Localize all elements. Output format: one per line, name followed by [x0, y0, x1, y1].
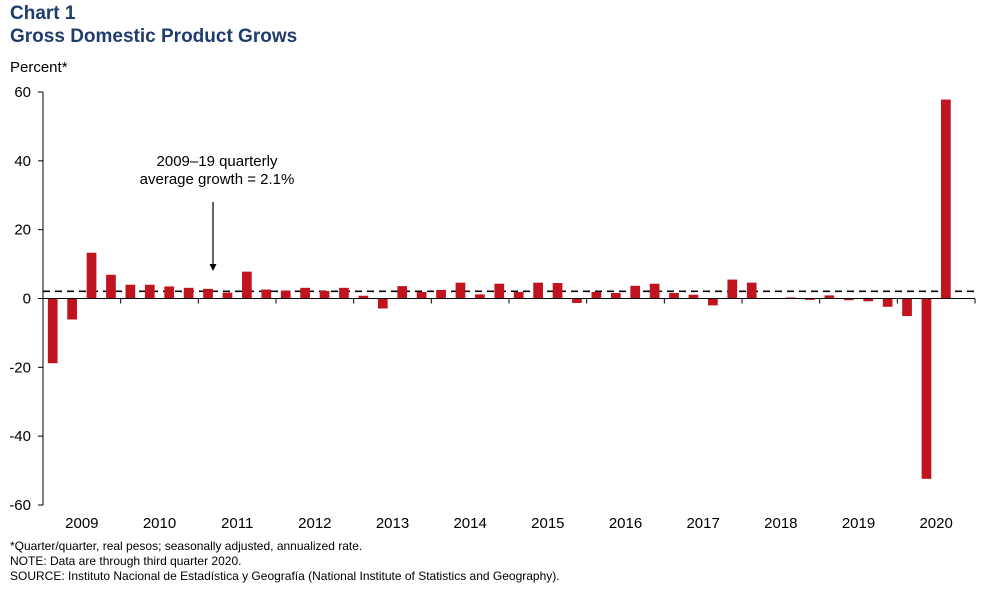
- bar: [261, 289, 272, 299]
- x-tick-label: 2009: [65, 515, 98, 532]
- chart-title-block: Chart 1 Gross Domestic Product Grows: [10, 2, 297, 48]
- footnotes: *Quarter/quarter, real pesos; seasonally…: [10, 539, 560, 584]
- bar: [552, 283, 563, 299]
- y-axis-label: Percent*: [10, 59, 68, 76]
- bar: [164, 286, 175, 299]
- bar: [727, 279, 738, 299]
- bar: [47, 298, 58, 364]
- y-tick-label: -60: [9, 497, 31, 514]
- x-tick-label: 2020: [919, 515, 952, 532]
- bar: [377, 298, 388, 309]
- bar: [106, 274, 116, 299]
- footnote-units: *Quarter/quarter, real pesos; seasonally…: [10, 539, 363, 553]
- bar: [242, 271, 252, 299]
- y-tick-label: -20: [9, 359, 31, 376]
- bar: [882, 298, 893, 307]
- x-tick-label: 2019: [842, 515, 875, 532]
- bar: [669, 292, 679, 299]
- labels-layer: 60 40 20 0 -20 -40 -60 2009 2010 2011 2012 2013 2014…: [9, 84, 953, 532]
- bar: [610, 292, 621, 299]
- bar: [902, 298, 912, 317]
- footnote-source: SOURCE: Instituto Nacional de Estadístic…: [10, 569, 560, 583]
- bars-layer: [47, 99, 951, 479]
- x-tick-label: 2013: [376, 515, 409, 532]
- annotation-line-1: 2009–19 quarterly: [157, 153, 278, 170]
- bar: [941, 99, 951, 299]
- bar: [630, 285, 641, 299]
- x-tick-label: 2018: [764, 515, 797, 532]
- bar: [144, 284, 155, 299]
- y-tick-label: 0: [23, 291, 31, 308]
- x-tick-label: 2016: [609, 515, 642, 532]
- bar: [203, 288, 213, 299]
- bar: [785, 297, 796, 299]
- bar: [125, 284, 136, 299]
- bar: [533, 282, 543, 299]
- bar: [183, 287, 194, 299]
- bar: [494, 283, 505, 299]
- y-tick-label: 40: [14, 153, 31, 170]
- x-tick-label: 2015: [531, 515, 564, 532]
- bar: [358, 295, 369, 299]
- x-tick-label: 2010: [143, 515, 176, 532]
- bar: [280, 290, 291, 299]
- chart-subtitle: Gross Domestic Product Grows: [10, 26, 298, 47]
- x-tick-label: 2014: [453, 515, 486, 532]
- bar: [572, 298, 582, 303]
- bar: [300, 287, 310, 299]
- bar: [436, 289, 446, 299]
- bar: [513, 291, 524, 299]
- bar: [746, 282, 757, 299]
- bar: [319, 290, 330, 299]
- annotation-layer: 2009–19 quarterly average growth = 2.1%: [140, 153, 295, 271]
- bar: [339, 287, 349, 299]
- bar: [455, 282, 466, 299]
- chart-number: Chart 1: [10, 3, 76, 24]
- annotation-line-2: average growth = 2.1%: [140, 171, 295, 188]
- y-tick-label: 20: [14, 222, 31, 239]
- x-tick-label: 2017: [686, 515, 719, 532]
- bar: [397, 286, 408, 299]
- axes-layer: [38, 91, 976, 506]
- x-tick-label: 2012: [298, 515, 331, 532]
- y-tick-label: -40: [9, 428, 31, 445]
- bar: [416, 291, 427, 299]
- bar: [824, 295, 835, 299]
- bar: [649, 283, 660, 299]
- bar: [863, 298, 874, 302]
- annotation-arrow-head: [209, 264, 217, 271]
- bar: [591, 291, 602, 299]
- bar: [475, 294, 485, 299]
- bar: [688, 294, 699, 299]
- bar: [67, 298, 77, 320]
- bar: [843, 298, 854, 301]
- bar: [86, 252, 97, 299]
- bar: [222, 292, 233, 299]
- bar: [805, 298, 815, 300]
- bar: [708, 298, 718, 306]
- y-tick-label: 60: [14, 84, 31, 101]
- x-tick-label: 2011: [221, 515, 253, 532]
- footnote-note: NOTE: Data are through third quarter 202…: [10, 554, 242, 568]
- bar: [921, 298, 932, 479]
